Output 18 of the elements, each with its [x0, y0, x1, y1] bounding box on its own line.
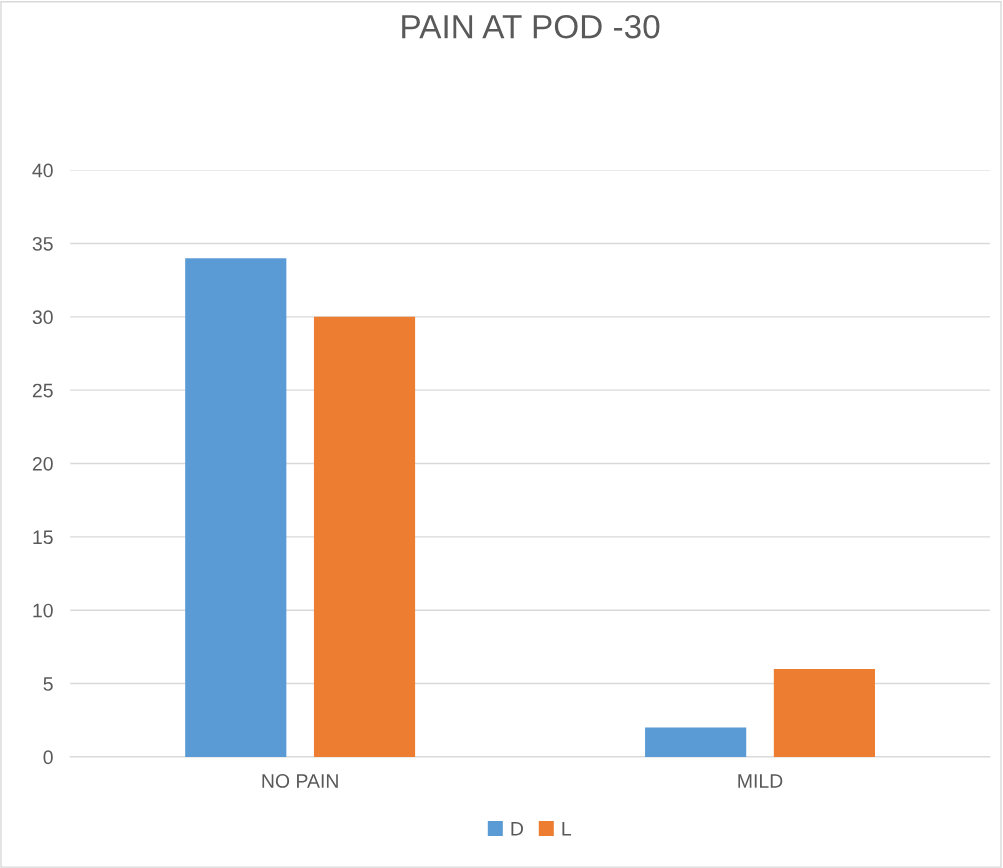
y-tick-label: 10 [33, 603, 53, 618]
bar [645, 727, 747, 757]
y-tick-label: 20 [32, 456, 53, 471]
bar [313, 316, 416, 757]
legend-label: L [562, 822, 572, 836]
y-tick-label: 15 [33, 530, 53, 545]
bar [185, 258, 287, 757]
x-tick-label: NO PAIN [262, 774, 338, 788]
y-tick-label: 25 [32, 383, 53, 398]
legend-label: D [511, 822, 523, 836]
y-tick-label: 5 [43, 677, 53, 691]
y-tick-label: 30 [32, 310, 53, 325]
bar [773, 668, 875, 757]
chart-title: PAIN AT POD -30 [402, 14, 660, 39]
y-tick-label: 35 [32, 236, 53, 251]
y-tick-label: 40 [32, 163, 53, 178]
x-tick-label: MILD [738, 774, 783, 788]
y-tick-label: 0 [43, 750, 53, 765]
